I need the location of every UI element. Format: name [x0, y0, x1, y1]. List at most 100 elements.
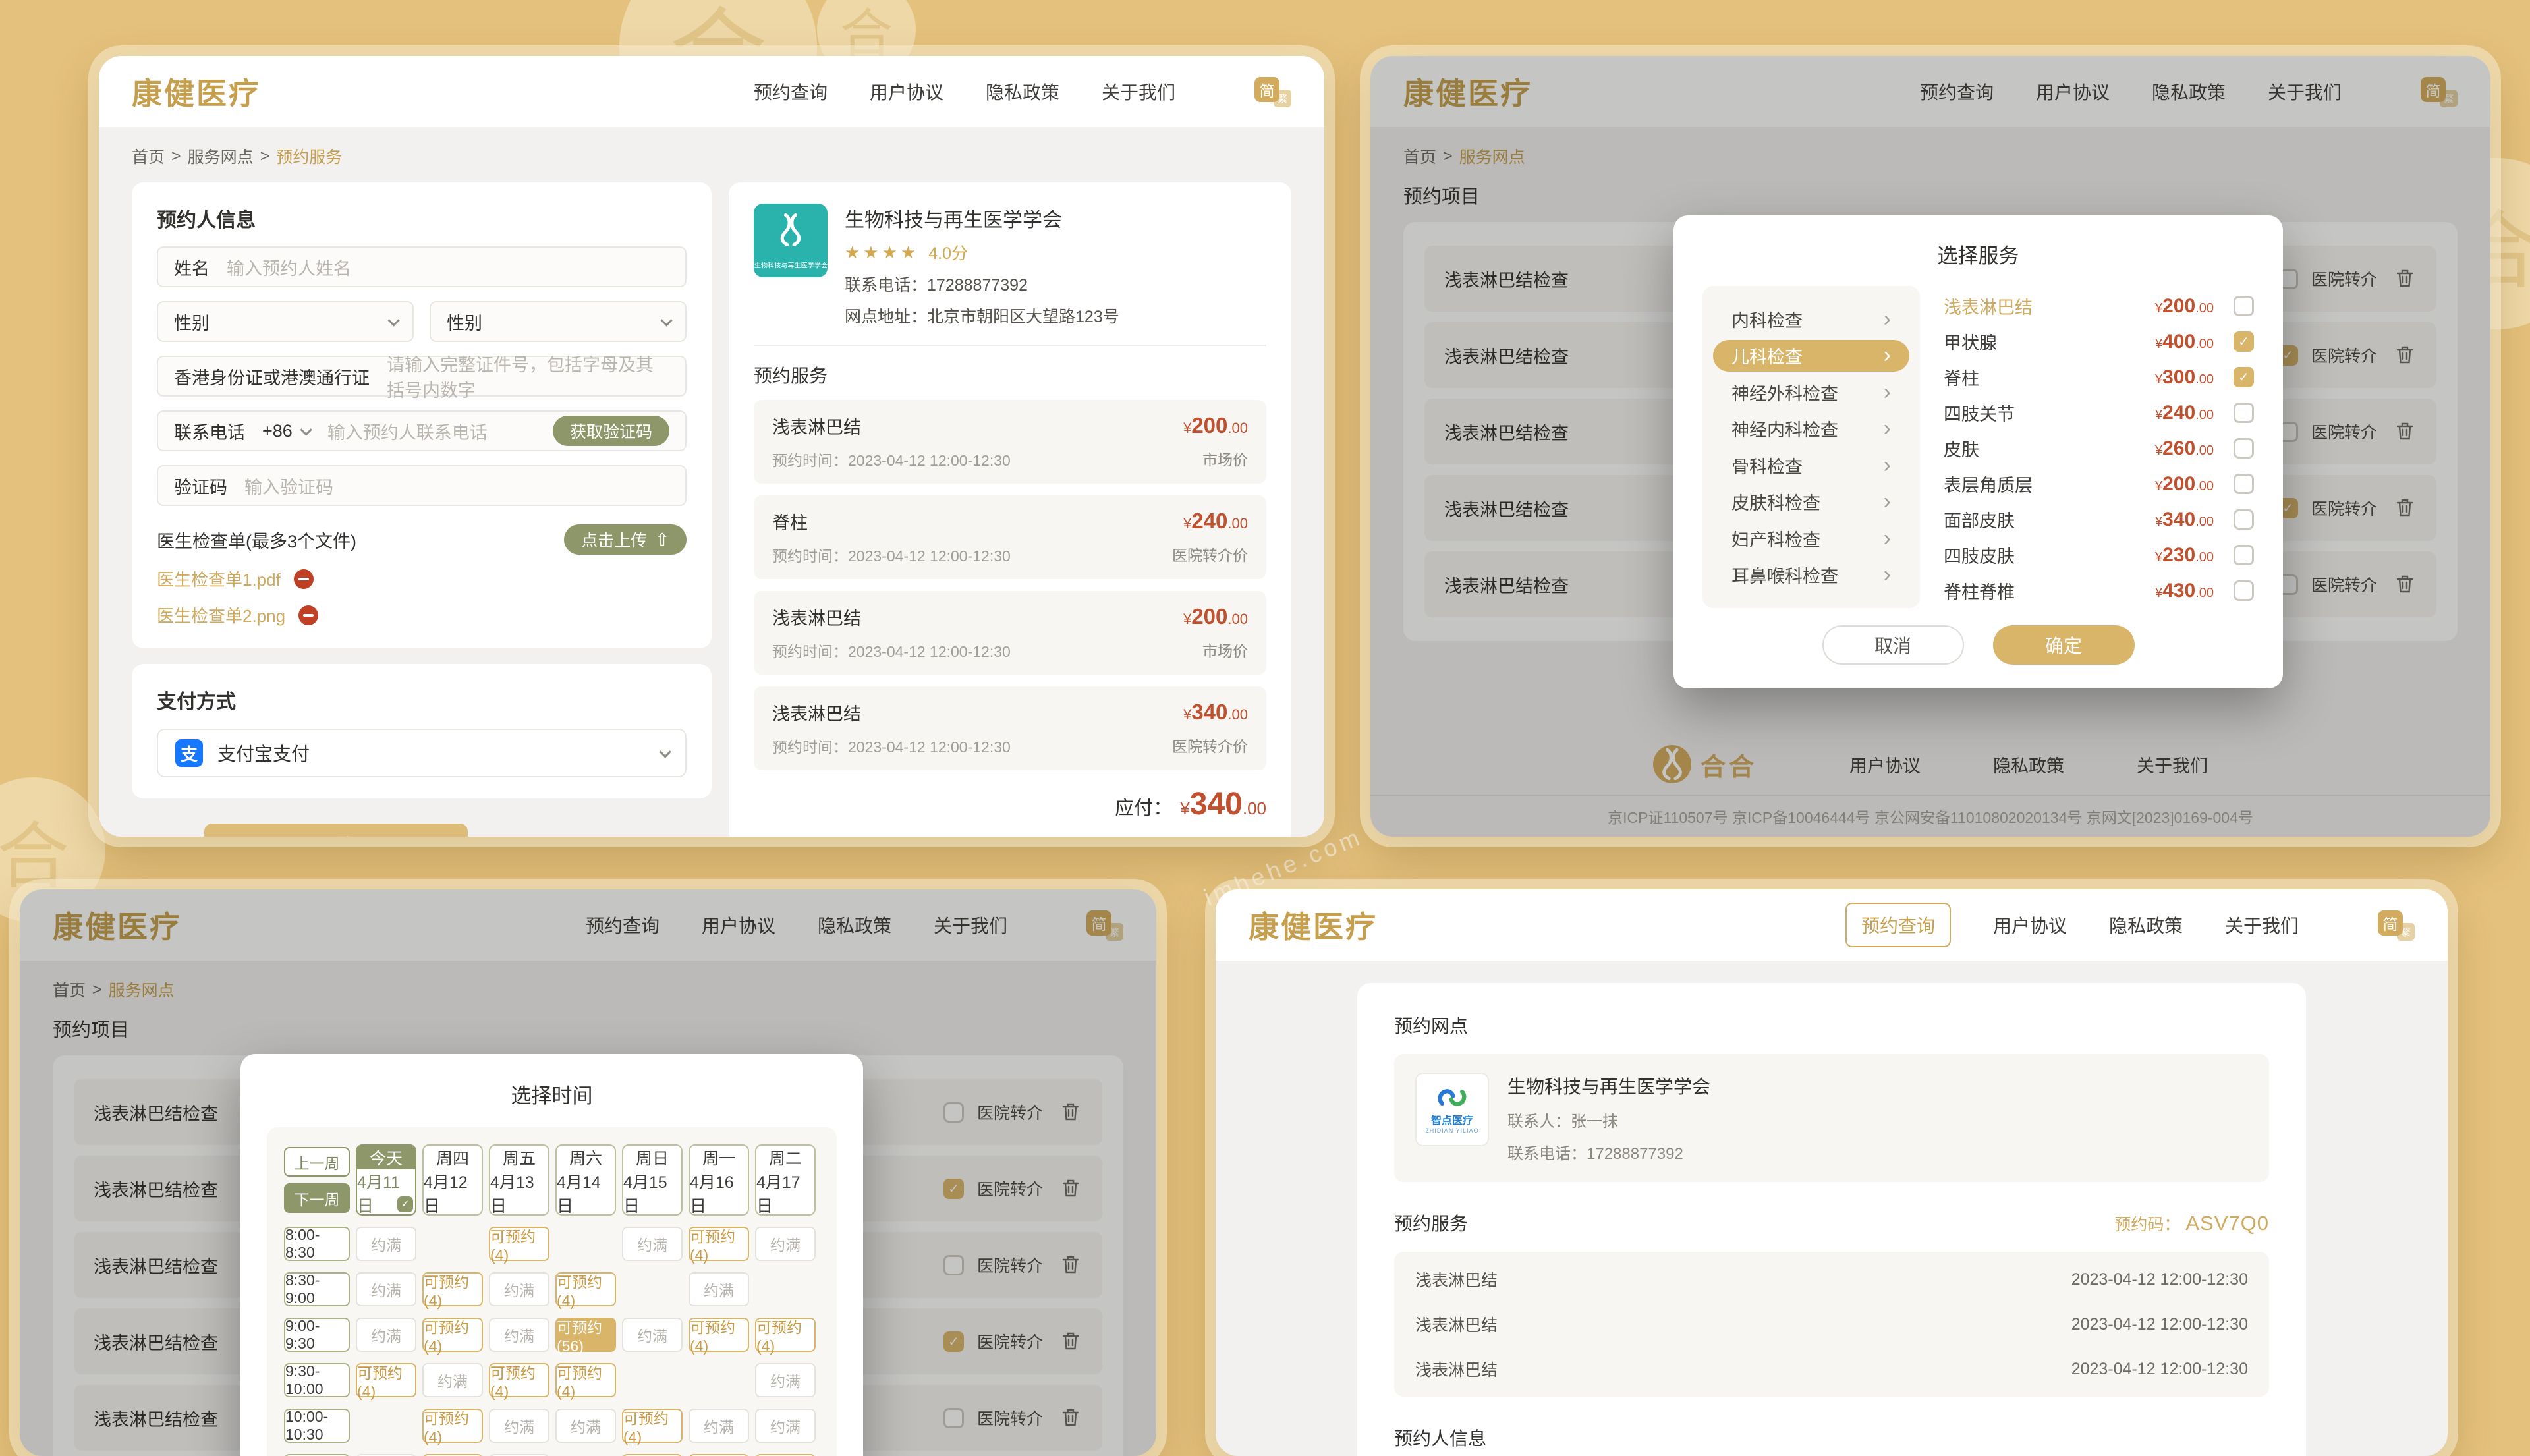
previous-week-button[interactable]: 上一周 [284, 1147, 350, 1177]
select-time-modal: 选择时间 上一周 下一周 今天 4月11日 周四 4月12日 周五 4月13日 周六 4… [240, 1054, 863, 1456]
day-cell[interactable]: 周四 4月12日 [422, 1144, 483, 1216]
category-item[interactable]: 皮肤科检查 [1713, 486, 1909, 518]
breadcrumb-home[interactable]: 首页 [1403, 148, 1437, 167]
nav-privacy-policy[interactable]: 隐私政策 [817, 916, 891, 936]
nav-user-agreement[interactable]: 用户协议 [1992, 916, 2067, 936]
breadcrumb-site[interactable]: 服务网点 [187, 148, 254, 167]
option-checkbox[interactable] [2234, 296, 2254, 316]
option-checkbox[interactable] [2234, 474, 2254, 494]
option-name: 甲状腺 [1944, 333, 1997, 353]
footer-link-agreement[interactable]: 用户协议 [1849, 756, 1921, 776]
option-checkbox[interactable] [2234, 331, 2254, 352]
option-checkbox[interactable] [2234, 580, 2254, 601]
id-field[interactable]: 香港身份证或港澳通行证 请输入完整证件号，包括字母及其括号内数字 [157, 355, 687, 401]
option-checkbox[interactable] [2234, 509, 2254, 530]
language-toggle[interactable]: 简 繁 [1086, 909, 1123, 941]
nav-privacy-policy[interactable]: 隐私政策 [2108, 916, 2183, 936]
chevron-right-icon [1884, 306, 1891, 332]
slot-available[interactable]: 可预约(4) [356, 1363, 416, 1400]
brand-logo[interactable]: 康健医疗 [132, 76, 261, 111]
nav-about-us[interactable]: 关于我们 [1101, 82, 1175, 103]
nav-privacy-policy[interactable]: 隐私政策 [985, 82, 1059, 103]
slot-available[interactable]: 可预约(4) [489, 1227, 549, 1264]
day-cell-selected[interactable]: 今天 4月11日 [356, 1144, 416, 1216]
category-item[interactable]: 神经外科检查 [1713, 376, 1909, 408]
slot-selected[interactable]: 可预约(56) [555, 1318, 616, 1355]
name-field[interactable]: 姓名 输入预约人姓名 [157, 246, 687, 287]
get-code-button[interactable]: 获取验证码 [552, 416, 669, 446]
uploaded-file-link[interactable]: 医生检查单2.png [157, 606, 286, 626]
category-item-active[interactable]: 儿科检查 [1713, 339, 1909, 372]
category-item[interactable]: 耳鼻喉科检查 [1713, 559, 1909, 592]
referral-checkbox[interactable] [943, 1178, 964, 1199]
footer-link-privacy[interactable]: 隐私政策 [1993, 756, 2064, 776]
nav-about-us[interactable]: 关于我们 [933, 916, 1007, 936]
footer-link-about[interactable]: 关于我们 [2137, 756, 2208, 776]
captcha-field[interactable]: 验证码 输入验证码 [157, 465, 687, 506]
gender-select-1[interactable]: 性别 [157, 301, 414, 342]
day-cell[interactable]: 周一 4月16日 [689, 1144, 749, 1216]
upload-button[interactable]: 点击上传 [564, 524, 687, 555]
nav-booking-query-active[interactable]: 预约查询 [1845, 903, 1951, 947]
day-cell[interactable]: 周六 4月14日 [555, 1144, 616, 1216]
slot-available[interactable]: 可预约(4) [489, 1363, 549, 1400]
language-toggle[interactable]: 简 繁 [2421, 76, 2458, 107]
slot-available[interactable]: 可预约(4) [622, 1409, 683, 1445]
day-label: 周六 [569, 1150, 602, 1168]
option-checkbox[interactable] [2234, 367, 2254, 387]
language-toggle[interactable]: 简 繁 [2378, 909, 2415, 941]
referral-checkbox[interactable] [943, 1331, 964, 1352]
slot-available[interactable]: 可预约(4) [422, 1318, 483, 1355]
slot-available[interactable]: 可预约(4) [422, 1272, 483, 1309]
option-checkbox[interactable] [2234, 438, 2254, 459]
category-item[interactable]: 骨科检查 [1713, 449, 1909, 482]
confirm-button[interactable]: 确定 [1992, 625, 2135, 665]
nav-booking-query[interactable]: 预约查询 [585, 916, 660, 936]
referral-label: 医院转介 [2311, 576, 2377, 595]
slot-available[interactable]: 可预约(4) [555, 1363, 616, 1400]
submit-booking-button[interactable]: 预约 [204, 824, 468, 837]
referral-checkbox[interactable] [943, 1102, 964, 1123]
brand-logo[interactable]: 康健医疗 [1403, 76, 1532, 111]
brand-logo[interactable]: 康健医疗 [1249, 910, 1378, 944]
remove-file-icon[interactable] [293, 569, 314, 589]
uploaded-file-link[interactable]: 医生检查单1.pdf [157, 570, 281, 590]
slot-available[interactable]: 可预约(4) [422, 1409, 483, 1445]
slot-available[interactable]: 可预约(4) [555, 1272, 616, 1309]
day-cell[interactable]: 周五 4月13日 [489, 1144, 549, 1216]
option-checkbox[interactable] [2234, 545, 2254, 565]
slot-available[interactable]: 可预约(4) [689, 1318, 749, 1355]
brand-logo[interactable]: 康健医疗 [53, 910, 182, 944]
referral-checkbox[interactable] [943, 1254, 964, 1275]
slot-available[interactable]: 可预约(4) [755, 1318, 816, 1355]
nav-about-us[interactable]: 关于我们 [2267, 82, 2342, 103]
merchant-name: 生物科技与再生医学学会 [845, 210, 1062, 231]
phone-field[interactable]: 联系电话 +86 输入预约人联系电话 获取验证码 [157, 410, 687, 451]
language-toggle[interactable]: 简 繁 [1254, 76, 1291, 107]
option-checkbox[interactable] [2234, 403, 2254, 423]
gender-select-2[interactable]: 性别 [430, 301, 687, 342]
nav-privacy-policy[interactable]: 隐私政策 [2151, 82, 2226, 103]
service-row: 脊柱 预约时间：2023-04-12 12:00-12:30 ¥240.00 医… [754, 495, 1266, 579]
day-cell[interactable]: 周日 4月15日 [622, 1144, 683, 1216]
nav-booking-query[interactable]: 预约查询 [753, 82, 828, 103]
day-label: 周五 [502, 1150, 536, 1168]
payment-method-select[interactable]: 支 支付宝支付 [157, 729, 687, 777]
nav-booking-query[interactable]: 预约查询 [1919, 82, 1994, 103]
category-item[interactable]: 内科检查 [1713, 303, 1909, 335]
day-cell[interactable]: 周二 4月17日 [755, 1144, 816, 1216]
breadcrumb-home[interactable]: 首页 [132, 148, 165, 167]
category-label: 耳鼻喉科检查 [1731, 567, 1838, 587]
nav-user-agreement[interactable]: 用户协议 [701, 916, 775, 936]
nav-about-us[interactable]: 关于我们 [2224, 916, 2299, 936]
next-week-button[interactable]: 下一周 [284, 1183, 350, 1213]
category-item[interactable]: 妇产科检查 [1713, 522, 1909, 555]
nav-user-agreement[interactable]: 用户协议 [869, 82, 943, 103]
slot-available[interactable]: 可预约(4) [689, 1227, 749, 1264]
cancel-button[interactable]: 取消 [1822, 625, 1964, 665]
breadcrumb-home[interactable]: 首页 [53, 982, 86, 1000]
category-item[interactable]: 神经内科检查 [1713, 413, 1909, 445]
country-code-select[interactable]: +86 [262, 420, 293, 441]
nav-user-agreement[interactable]: 用户协议 [2035, 82, 2110, 103]
remove-file-icon[interactable] [298, 605, 319, 625]
